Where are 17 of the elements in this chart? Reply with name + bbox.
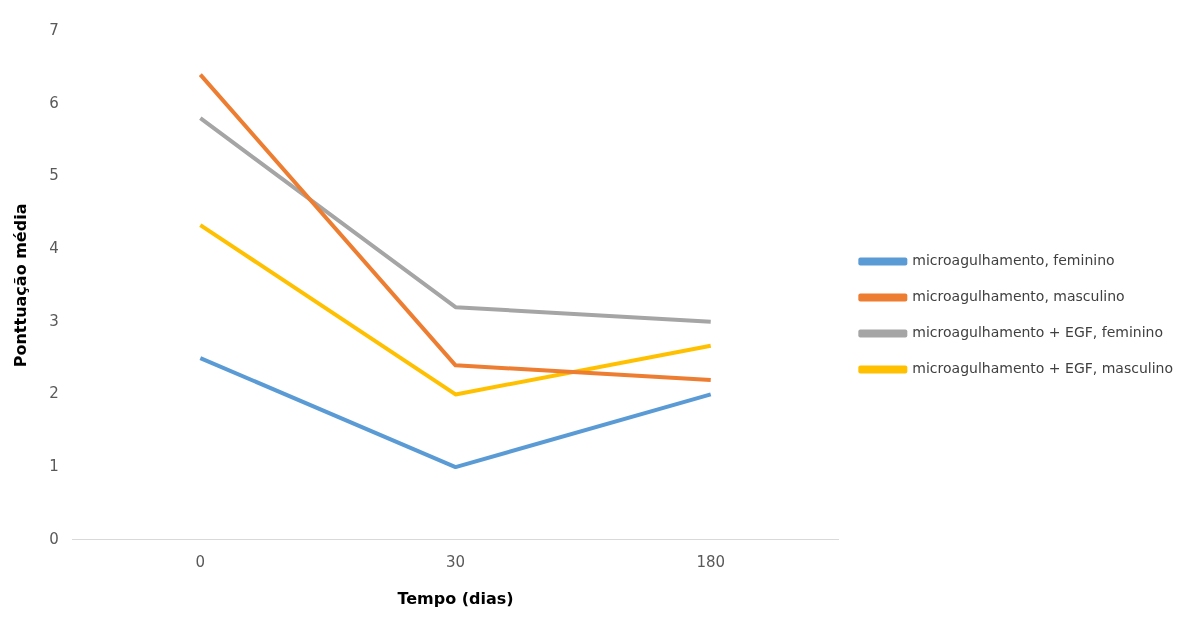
legend-label: microagulhamento + EGF, feminino (912, 324, 1163, 341)
y-tick-label: 5 (49, 166, 59, 185)
y-axis-title: Ponttuação média (10, 203, 30, 368)
y-tick-label: 2 (49, 384, 59, 403)
y-tick-label: 0 (49, 529, 59, 548)
y-tick-label: 4 (49, 238, 59, 257)
legend-label: microagulhamento, feminino (912, 252, 1115, 269)
y-tick-label: 7 (49, 20, 59, 39)
x-tick-label: 30 (445, 552, 466, 571)
legend-label: microagulhamento, masculino (912, 288, 1125, 305)
x-tick-label: 0 (195, 552, 206, 571)
y-tick-label: 1 (49, 457, 59, 475)
y-tick-label: 6 (49, 93, 59, 112)
x-axis-title: Tempo (dias) (397, 588, 514, 608)
legend-label: microagulhamento + EGF, masculino (912, 360, 1174, 377)
y-tick-label: 3 (49, 311, 59, 330)
x-tick-label: 180 (696, 552, 726, 571)
